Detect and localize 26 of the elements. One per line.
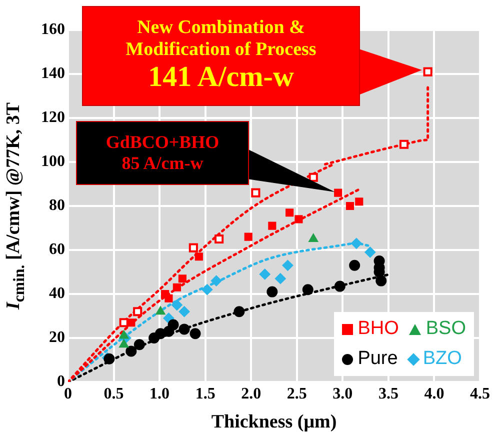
legend-label: BZO (422, 348, 462, 370)
x-tick-label: 3.0 (332, 386, 353, 403)
y-tick-label: 140 (41, 65, 65, 82)
callout-box: New Combination & Modification of Process 141 A/cm-w (82, 6, 360, 106)
x-axis-title: Thickness (μm) (211, 412, 337, 433)
annotation: GdBCO+BHO 85 A/cm-w (106, 132, 220, 174)
legend-label: BHO (358, 318, 399, 340)
y-tick-label: 20 (49, 329, 65, 346)
x-tick-label: 4.5 (470, 386, 490, 403)
legend-label: BSO (426, 318, 466, 340)
y-tick-label: 60 (49, 241, 65, 258)
y-tick-label: 100 (41, 153, 65, 170)
x-tick-label: 2.5 (286, 386, 307, 403)
x-tick-label: 3.5 (378, 386, 398, 403)
legend-label: Pure (358, 348, 398, 370)
y-tick-label: 120 (41, 109, 65, 126)
annotation: New Combination & Modification of Process 141 A/cm-w (126, 17, 316, 95)
x-tick-label: 4.0 (424, 386, 444, 403)
y-tick-label: 40 (49, 285, 65, 302)
x-tick-label: 1.0 (150, 386, 170, 403)
x-tick-label: 1.5 (195, 386, 216, 403)
y-tick-label: 80 (49, 197, 65, 214)
y-tick-label: 0 (57, 373, 65, 390)
x-tick-label: 2.0 (241, 386, 262, 403)
x-tick-label: 0.5 (104, 386, 124, 403)
y-tick-label: 160 (41, 21, 65, 38)
